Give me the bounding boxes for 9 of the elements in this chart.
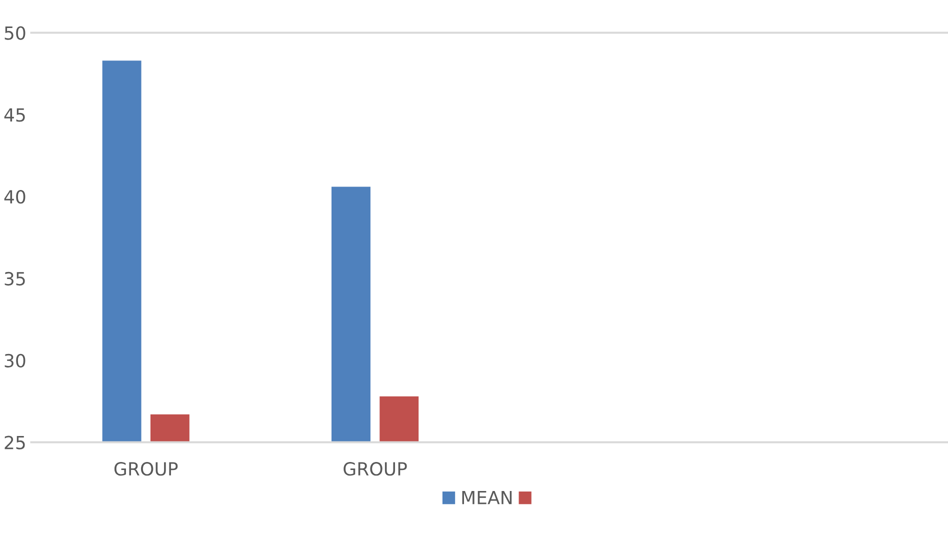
- y-tick-label: 35: [4, 272, 25, 286]
- y-tick-label: 40: [4, 190, 26, 204]
- y-tick-label: 45: [4, 108, 25, 122]
- legend-label: MEAN: [462, 490, 512, 504]
- y-tick-label: 50: [4, 26, 26, 40]
- x-tick-label: GROUP: [344, 462, 407, 476]
- y-tick-label: 30: [4, 354, 26, 368]
- y-tick-label: 25: [4, 436, 25, 450]
- x-tick-label: GROUP: [114, 462, 178, 476]
